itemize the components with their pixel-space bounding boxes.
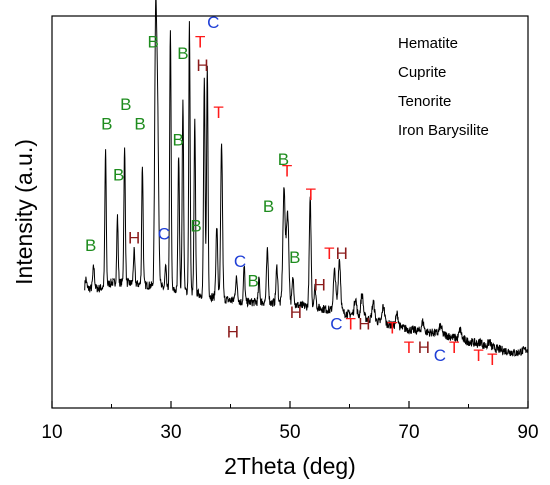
peak-label: B <box>190 217 201 236</box>
peak-label: B <box>172 130 183 149</box>
peak-label: T <box>324 244 334 263</box>
legend-entry-hematite: Hematite <box>398 35 458 52</box>
peak-label: B <box>247 271 258 290</box>
peak-annotations: BBBBBBBBBBBBBBCCCCCTTTTTTTTTTTHHHHHHHHH <box>85 13 497 369</box>
peak-label: C <box>434 346 446 365</box>
peak-label: T <box>195 32 205 51</box>
peak-label: T <box>306 185 316 204</box>
peak-label: B <box>101 115 112 134</box>
peak-label: H <box>336 244 348 263</box>
peak-label: T <box>449 338 459 357</box>
peak-label: T <box>404 338 414 357</box>
x-axis-ticks <box>51 401 529 408</box>
peak-label: T <box>282 162 292 181</box>
peak-label: C <box>158 224 170 243</box>
peak-label: H <box>358 315 370 334</box>
x-tick-label: 10 <box>41 422 62 443</box>
x-tick-label: 70 <box>398 422 419 443</box>
peak-label: B <box>289 248 300 267</box>
peak-label: B <box>147 32 158 51</box>
peak-label: B <box>85 236 96 255</box>
peak-label: C <box>330 315 342 334</box>
peak-label: H <box>196 56 208 75</box>
peak-label: T <box>213 103 223 122</box>
y-axis-title: Intensity (a.u.) <box>11 139 37 285</box>
peak-label: C <box>234 252 246 271</box>
peak-label: B <box>134 115 145 134</box>
x-tick-label: 90 <box>517 422 538 443</box>
peak-label: H <box>227 322 239 341</box>
peak-label: C <box>207 13 219 32</box>
x-axis-tick-labels: 10 30 50 70 90 <box>41 422 538 443</box>
peak-label: B <box>113 166 124 185</box>
x-tick-label: 30 <box>160 422 181 443</box>
peak-label: H <box>128 228 140 247</box>
peak-label: T <box>487 350 497 369</box>
legend: Hematite Cuprite Tenorite Iron Barysilit… <box>398 35 489 139</box>
peak-label: H <box>418 338 430 357</box>
diffraction-pattern-line <box>84 0 529 357</box>
peak-label: T <box>387 319 397 338</box>
legend-entry-tenorite: Tenorite <box>398 93 451 110</box>
legend-entry-cuprite: Cuprite <box>398 64 446 81</box>
peak-label: B <box>263 197 274 216</box>
peak-label: H <box>290 303 302 322</box>
x-tick-label: 50 <box>279 422 300 443</box>
peak-label: B <box>120 95 131 114</box>
peak-label: T <box>345 315 355 334</box>
legend-entry-iron-barysilite: Iron Barysilite <box>398 122 489 139</box>
peak-label: B <box>278 150 289 169</box>
peak-label: T <box>473 346 483 365</box>
peak-label: B <box>177 44 188 63</box>
peak-label: H <box>314 275 326 294</box>
x-axis-title: 2Theta (deg) <box>224 453 356 479</box>
